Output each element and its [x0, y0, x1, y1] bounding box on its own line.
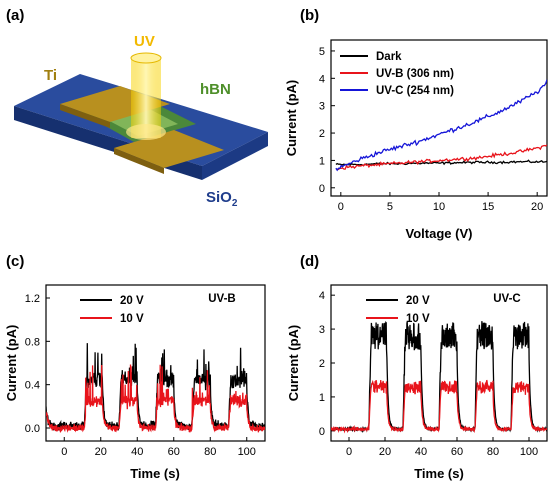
- x-tick-label: 40: [131, 446, 143, 458]
- y-axis-label: Current (pA): [286, 325, 301, 402]
- uv-label: UV: [134, 33, 155, 50]
- chart-panel-d: (d) 0 20 40 60 80 100 0 1 2 3 4 Time (s) Current (pA)…: [286, 253, 548, 481]
- panel-label-d: (d): [300, 253, 319, 270]
- series-line-b-0: [335, 159, 547, 167]
- y-tick-label: 1.2: [25, 293, 40, 305]
- series-line-d-1: [331, 379, 547, 434]
- series-line-b-1: [335, 144, 547, 171]
- ti-label: Ti: [44, 67, 57, 84]
- x-tick-label: 20: [531, 201, 543, 213]
- x-axis-label: Voltage (V): [406, 226, 473, 241]
- y-tick-label: 0: [319, 183, 325, 195]
- y-tick-label: 1: [319, 155, 325, 167]
- legend-entry: 20 V: [120, 295, 144, 307]
- x-axis-label: Time (s): [414, 466, 464, 481]
- series-line-b-2: [335, 79, 547, 172]
- x-tick-label: 40: [415, 446, 427, 458]
- y-tick-label: 0: [319, 426, 325, 438]
- y-tick-label: 0.4: [25, 380, 40, 392]
- panel-annotation: UV-B: [208, 293, 235, 305]
- panel-annotation: UV-C: [493, 293, 520, 305]
- x-tick-label: 20: [379, 446, 391, 458]
- x-tick-label: 80: [204, 446, 216, 458]
- x-tick-label: 0: [338, 201, 344, 213]
- substrate-label: SiO2: [206, 189, 238, 209]
- y-axis-label: Current (pA): [284, 80, 299, 157]
- legend-entry: 20 V: [406, 295, 430, 307]
- y-tick-label: 4: [319, 290, 325, 302]
- panel-label-b: (b): [300, 7, 319, 24]
- y-tick-label: 0.0: [25, 423, 40, 435]
- legend-entry: UV-B (306 nm): [376, 68, 454, 80]
- x-tick-label: 100: [520, 446, 538, 458]
- legend-entry: UV-C (254 nm): [376, 85, 454, 97]
- x-tick-label: 5: [387, 201, 393, 213]
- y-axis-label: Current (pA): [4, 325, 19, 402]
- plot-frame: [45, 284, 266, 442]
- legend-entry: 10 V: [120, 313, 144, 325]
- legend-entry: 10 V: [406, 313, 430, 325]
- y-tick-label: 5: [319, 46, 325, 58]
- x-axis-label: Time (s): [130, 466, 180, 481]
- x-tick-label: 0: [346, 446, 352, 458]
- schematic-panel: (a): [6, 7, 268, 209]
- y-tick-label: 3: [319, 324, 325, 336]
- x-tick-label: 0: [61, 446, 67, 458]
- y-tick-label: 0.8: [25, 336, 40, 348]
- x-tick-label: 80: [487, 446, 499, 458]
- electrode-right: [114, 130, 224, 174]
- y-tick-label: 3: [319, 101, 325, 113]
- y-tick-label: 4: [319, 73, 325, 85]
- chart-panel-c: (c) 0 20 40 60 80 100 0.0 0.4 0.8 1.2 Time (s) Curre…: [4, 253, 266, 481]
- x-tick-label: 10: [433, 201, 445, 213]
- series-line-c-1: [46, 364, 265, 434]
- x-tick-label: 100: [238, 446, 256, 458]
- y-tick-label: 2: [319, 358, 325, 370]
- x-tick-label: 20: [95, 446, 107, 458]
- hbn-label: hBN: [200, 81, 231, 98]
- x-tick-label: 60: [168, 446, 180, 458]
- panel-label-c: (c): [6, 253, 24, 270]
- panel-label-a: (a): [6, 7, 24, 24]
- legend-entry: Dark: [376, 51, 402, 63]
- uv-beam: [126, 52, 166, 140]
- x-tick-label: 60: [451, 446, 463, 458]
- series-line-d-0: [331, 320, 547, 434]
- series-line-c-0: [46, 343, 265, 431]
- plot-frame: [330, 39, 548, 197]
- y-tick-label: 1: [319, 392, 325, 404]
- y-tick-label: 2: [319, 128, 325, 140]
- chart-panel-b: (b) 0 5 10 15 20 0 1 2 3 4 5 Voltage (V) Current (pA)…: [284, 7, 548, 241]
- x-tick-label: 15: [482, 201, 494, 213]
